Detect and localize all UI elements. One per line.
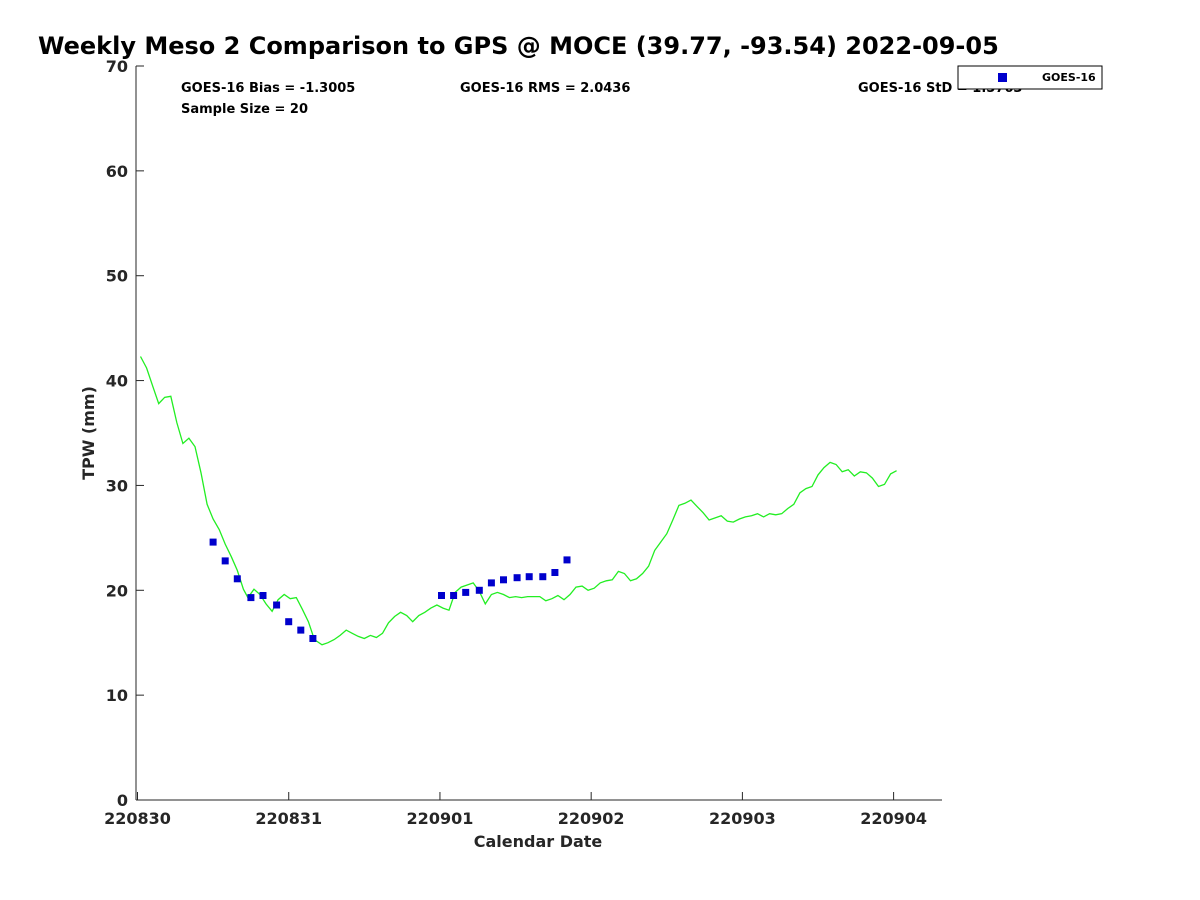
legend: GOES-16 bbox=[957, 65, 1103, 90]
goes16-point-1 bbox=[209, 538, 217, 546]
y-tick-label-40: 40 bbox=[106, 372, 128, 391]
y-tick-label-60: 60 bbox=[106, 162, 128, 181]
y-tick-label-10: 10 bbox=[106, 686, 128, 705]
x-tick-label-2: 220901 bbox=[407, 809, 474, 828]
y-tick-label-30: 30 bbox=[106, 476, 128, 495]
legend-label-goes16: GOES-16 bbox=[1042, 71, 1096, 84]
x-tick-label-0: 220830 bbox=[104, 809, 171, 828]
y-tick-label-70: 70 bbox=[106, 57, 128, 76]
y-axis-label: TPW (mm) bbox=[79, 386, 98, 480]
y-tick-label-0: 0 bbox=[117, 791, 128, 810]
legend-box bbox=[957, 65, 1103, 90]
goes16-point-16 bbox=[513, 574, 521, 582]
goes16-point-20 bbox=[563, 556, 571, 564]
series-layer bbox=[139, 356, 897, 646]
goes16-point-18 bbox=[539, 573, 547, 581]
chart-title: Weekly Meso 2 Comparison to GPS @ MOCE (… bbox=[38, 32, 999, 60]
x-tick-label-1: 220831 bbox=[255, 809, 322, 828]
bias-stat: GOES-16 Bias = -1.3005 bbox=[181, 81, 355, 96]
goes16-point-9 bbox=[309, 635, 317, 642]
rms-stat: GOES-16 RMS = 2.0436 bbox=[460, 81, 630, 96]
legend-marker-goes16 bbox=[998, 73, 1007, 82]
goes16-point-3 bbox=[233, 575, 241, 583]
goes16-point-13 bbox=[475, 586, 483, 594]
goes16-point-8 bbox=[297, 626, 305, 634]
goes16-point-14 bbox=[487, 579, 495, 587]
goes16-point-4 bbox=[247, 594, 255, 602]
goes16-point-7 bbox=[285, 618, 293, 626]
x-tick-label-5: 220904 bbox=[860, 809, 927, 828]
plot-area bbox=[136, 66, 942, 800]
y-tick-label-50: 50 bbox=[106, 267, 128, 286]
gps-line bbox=[139, 356, 897, 646]
goes16-point-6 bbox=[273, 601, 281, 609]
x-axis-label: Calendar Date bbox=[474, 832, 603, 851]
goes16-point-15 bbox=[500, 576, 507, 584]
goes16-point-2 bbox=[221, 557, 229, 565]
goes16-point-12 bbox=[462, 588, 470, 596]
goes16-point-19 bbox=[551, 569, 559, 576]
x-tick-label-3: 220902 bbox=[558, 809, 625, 828]
goes16-point-10 bbox=[438, 592, 445, 599]
x-tick-label-4: 220903 bbox=[709, 809, 776, 828]
axis-layer: 0 10 20 30 40 50 60 70 220830 220831 220901 220902 2… bbox=[104, 57, 942, 828]
goes16-point-5 bbox=[259, 592, 267, 599]
y-tick-label-20: 20 bbox=[106, 581, 128, 600]
goes16-point-17 bbox=[525, 573, 533, 581]
goes16-point-11 bbox=[450, 592, 458, 599]
sample-size-stat: Sample Size = 20 bbox=[181, 102, 308, 117]
